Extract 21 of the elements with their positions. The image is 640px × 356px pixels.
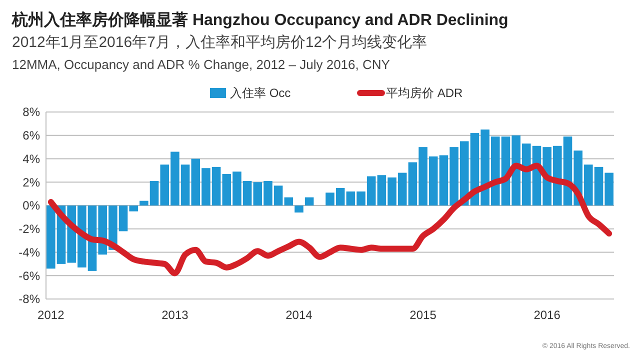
- legend-label: 平均房价 ADR: [386, 86, 464, 100]
- y-tick-label: 2%: [22, 175, 40, 190]
- x-tick-label: 2014: [286, 308, 313, 322]
- y-tick-label: -8%: [18, 292, 40, 306]
- x-tick-label: 2013: [162, 308, 189, 322]
- y-tick-label: 4%: [22, 152, 40, 166]
- y-tick-label: 8%: [22, 105, 40, 120]
- chart-title: 杭州入住率房价降幅显著 Hangzhou Occupancy and ADR Declining: [11, 10, 508, 29]
- chart-subtitle: 2012年1月至2016年7月，入住率和平均房价12个月均线变化率 12MMA, Occupancy and ADR % Change, 2012 – July 2016, CNY: [12, 34, 428, 72]
- bar: [304, 197, 314, 206]
- legend-label: 入住率 Occ: [230, 86, 291, 100]
- x-tick-label: 2012: [38, 308, 65, 322]
- y-tick-label: -6%: [18, 268, 40, 283]
- y-tick-label: 6%: [22, 128, 40, 143]
- x-tick-label: 2015: [410, 308, 437, 322]
- y-tick-label: -4%: [18, 245, 40, 260]
- bar: [294, 206, 304, 213]
- y-tick-label: -2%: [18, 222, 40, 236]
- y-tick-label: 0%: [22, 198, 40, 213]
- x-tick-label: 2016: [534, 308, 561, 322]
- bar: [284, 197, 294, 206]
